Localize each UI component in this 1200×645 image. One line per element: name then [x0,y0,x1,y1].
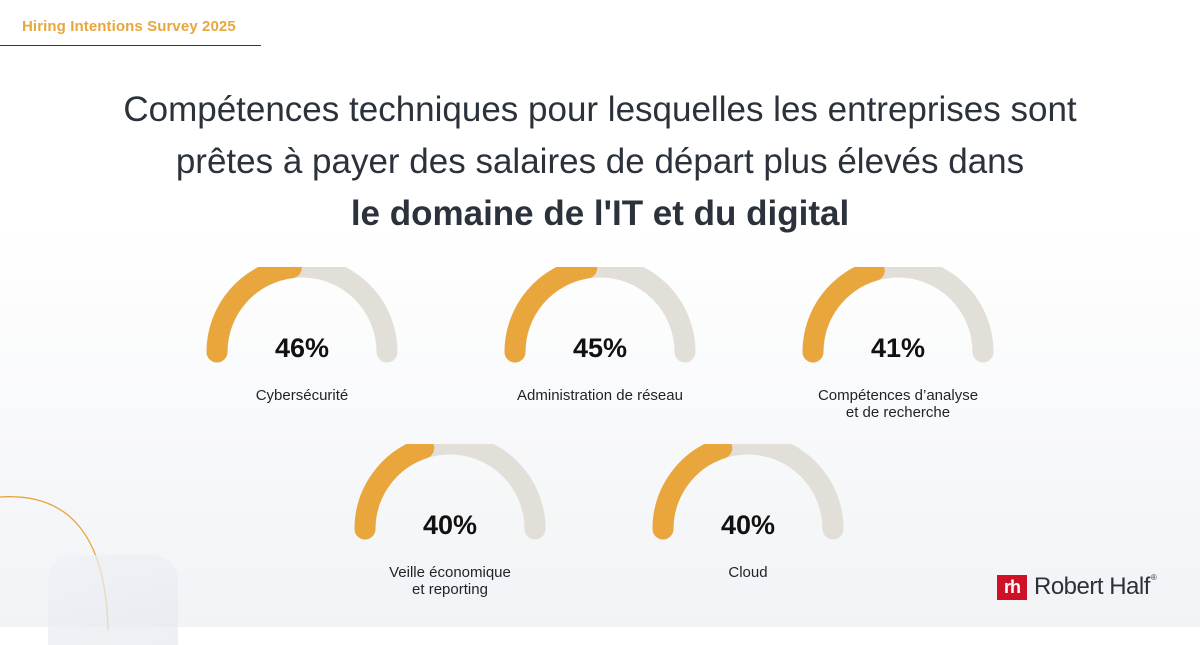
survey-label: Hiring Intentions Survey 2025 [22,18,236,35]
gauge-2: 41% Compétences d’analyse et de recherche [798,267,998,421]
gauge-arc-svg [206,267,398,363]
gauge-arc-svg [652,444,844,540]
gauge-chart: 46% Cybersécurité 45% Administration de rés… [202,267,998,598]
robert-half-logo: rh Robert Half® [997,573,1157,601]
page-title: Compétences techniques pour lesquelles l… [0,84,1200,240]
gauge-arc-svg [504,267,696,363]
registered-mark: ® [1150,573,1157,582]
gauge-value: 40% [720,510,776,540]
gauge-label: Veille économique et reporting [389,564,511,598]
gauge-fill [206,267,302,363]
gauge-value: 46% [274,333,330,363]
gauge-label: Administration de réseau [517,387,683,404]
gauge-value: 45% [572,333,628,363]
gauge-fill [802,267,885,363]
gauge-value: 41% [870,333,926,363]
gauge-arc-svg [354,444,546,540]
gauge-fill [652,444,733,540]
title-line-2: prêtes à payer des salaires de départ pl… [175,142,1025,181]
title-line-3: le domaine de l'IT et du digital [350,194,850,233]
title-line-1: Compétences techniques pour lesquelles l… [123,90,1077,129]
gauge-0: 46% Cybersécurité [202,267,402,404]
gauge-label: Cybersécurité [255,387,349,404]
logo-wordmark: Robert Half® [1034,573,1157,601]
gauge-4: 40% Cloud [648,444,848,581]
gauge-1: 45% Administration de réseau [500,267,700,404]
logo-text: Robert Half [1034,573,1150,600]
survey-label-divider [0,45,261,46]
gauge-3: 40% Veille économique et reporting [350,444,550,598]
rh-logo-icon: rh [997,574,1027,600]
gauge-fill [504,267,598,363]
gauge-fill [354,444,435,540]
gauge-label: Compétences d’analyse et de recherche [817,387,979,421]
gauge-label: Cloud [728,564,768,581]
gauge-arc-svg [802,267,994,363]
gauge-value: 40% [422,510,478,540]
